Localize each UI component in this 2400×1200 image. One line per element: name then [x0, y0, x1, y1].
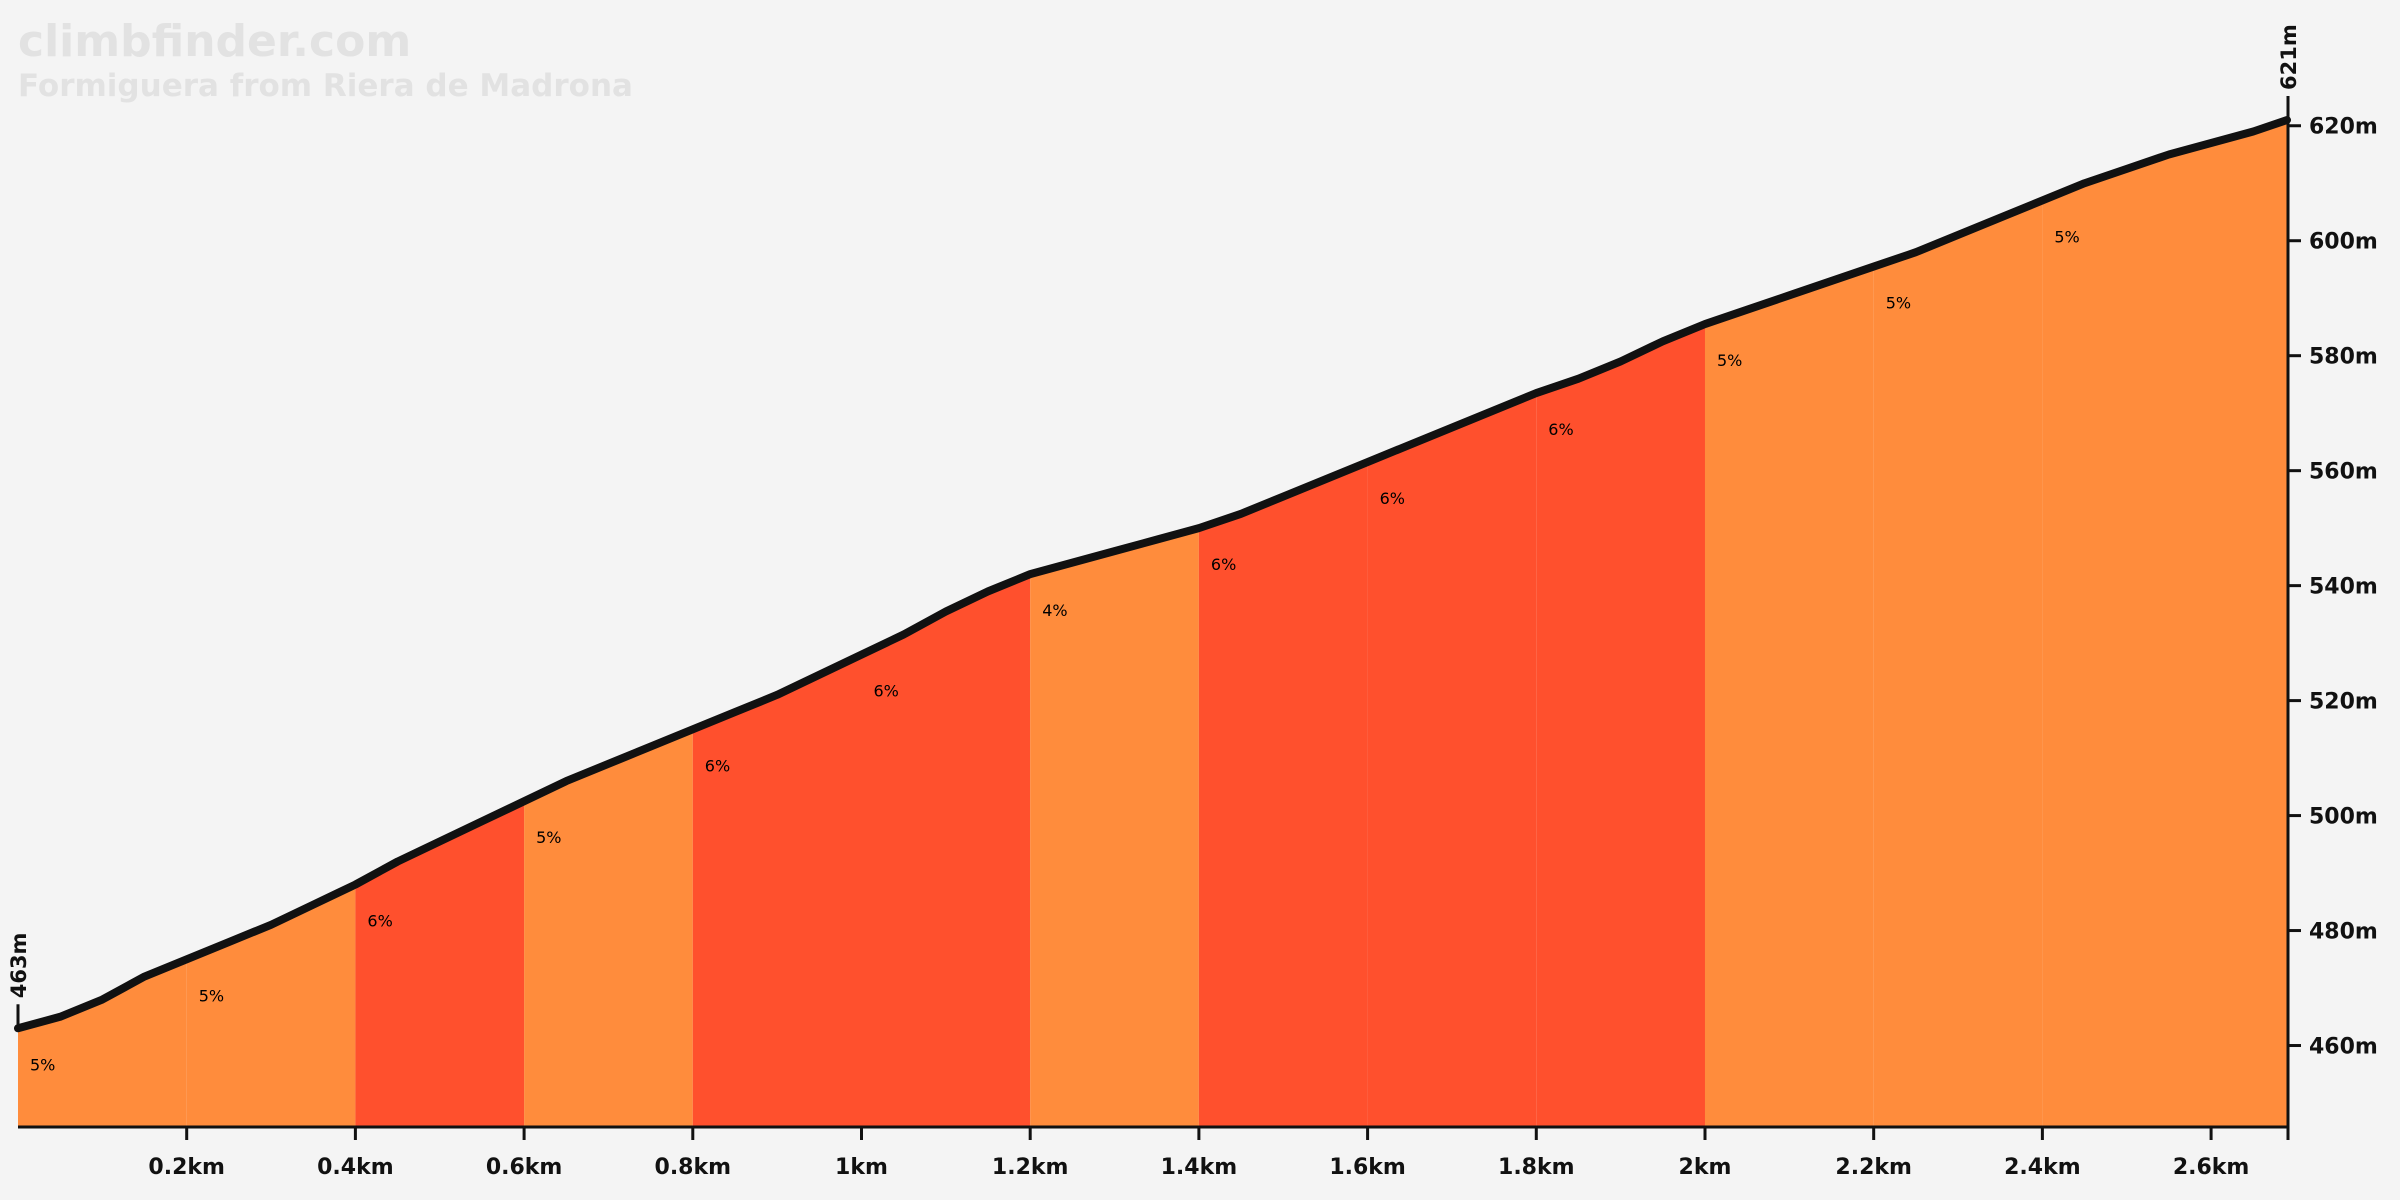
gradient-segment-11	[1704, 266, 1874, 1126]
end-elevation-label: 621m	[2277, 24, 2301, 90]
grade-label-7: 4%	[1042, 601, 1067, 620]
start-elevation-label: 463m	[7, 933, 31, 999]
y-tick-label-5: 540m	[2309, 575, 2378, 600]
gradient-segment-3	[355, 801, 525, 1126]
x-axis-ticks: 0.2km 0.4km 0.6km 0.8km 1km 1.2km 1.4km 1.6km 1.…	[148, 1126, 2290, 1180]
x-tick-label-10: 2km	[1679, 1155, 1732, 1180]
x-tick-label-7: 1.4km	[1161, 1155, 1238, 1180]
profile-line-group	[14, 116, 2291, 1033]
grade-label-13: 5%	[2054, 227, 2079, 246]
grade-label-11: 5%	[1717, 351, 1742, 370]
gradient-segment-1	[18, 959, 187, 1126]
gradient-segments	[18, 120, 2287, 1127]
x-tick-label-8: 1.6km	[1329, 1155, 1406, 1180]
grade-label-10: 6%	[1548, 420, 1573, 439]
site-brand: climbfinder.com	[18, 16, 411, 67]
y-tick-label-7: 580m	[2309, 345, 2378, 370]
gradient-segment-13	[2042, 120, 2287, 1126]
y-tick-label-8: 600m	[2309, 230, 2378, 255]
y-tick-label-6: 560m	[2309, 460, 2378, 485]
gradient-segment-8	[1198, 462, 1368, 1126]
x-tick-label-4: 0.8km	[655, 1155, 732, 1180]
grade-label-5: 6%	[705, 756, 730, 775]
x-tick-label-6: 1.2km	[992, 1155, 1069, 1180]
end-markers: 463m 621m	[7, 24, 2301, 1029]
gradient-segment-7	[1030, 528, 1199, 1126]
grade-label-4: 5%	[536, 828, 561, 847]
gradient-segment-6	[861, 574, 1031, 1126]
climb-title: Formiguera from Riera de Madrona	[18, 68, 633, 104]
y-tick-label-4: 520m	[2309, 690, 2378, 715]
x-tick-label-3: 0.6km	[486, 1155, 563, 1180]
x-tick-label-12: 2.4km	[2004, 1155, 2081, 1180]
grade-label-8: 6%	[1211, 555, 1236, 574]
x-tick-label-1: 0.2km	[148, 1155, 225, 1180]
x-tick-label-11: 2.2km	[1835, 1155, 1912, 1180]
y-tick-label-3: 500m	[2309, 805, 2378, 830]
grade-label-12: 5%	[1886, 294, 1911, 313]
grade-label-6: 6%	[873, 682, 898, 701]
gradient-segment-12	[1873, 200, 2043, 1127]
gradient-segment-5	[692, 654, 862, 1126]
x-tick-label-13: 2.6km	[2173, 1155, 2250, 1180]
x-tick-label-5: 1km	[835, 1155, 888, 1180]
y-tick-label-2: 480m	[2309, 920, 2378, 945]
axes	[18, 120, 2290, 1129]
x-tick-label-2: 0.4km	[317, 1155, 394, 1180]
y-tick-label-9: 620m	[2309, 115, 2378, 140]
gradient-segment-9	[1367, 393, 1537, 1126]
grade-label-1: 5%	[30, 1055, 55, 1074]
gradient-segment-4	[524, 729, 693, 1126]
y-axis-ticks: 460m 480m 500m 520m 540m 560m 580m 600m 620m	[2287, 115, 2378, 1060]
profile-line	[14, 116, 2291, 1033]
grade-labels: 5% 5% 6% 5% 6% 6% 4% 6% 6% 6% 5% 5% 5%	[30, 227, 2080, 1074]
grade-label-9: 6%	[1380, 489, 1405, 508]
x-tick-label-9: 1.8km	[1498, 1155, 1575, 1180]
y-tick-label-1: 460m	[2309, 1035, 2378, 1060]
grade-label-2: 5%	[199, 986, 224, 1005]
grade-label-3: 6%	[367, 912, 392, 931]
gradient-segment-10	[1536, 324, 1705, 1126]
